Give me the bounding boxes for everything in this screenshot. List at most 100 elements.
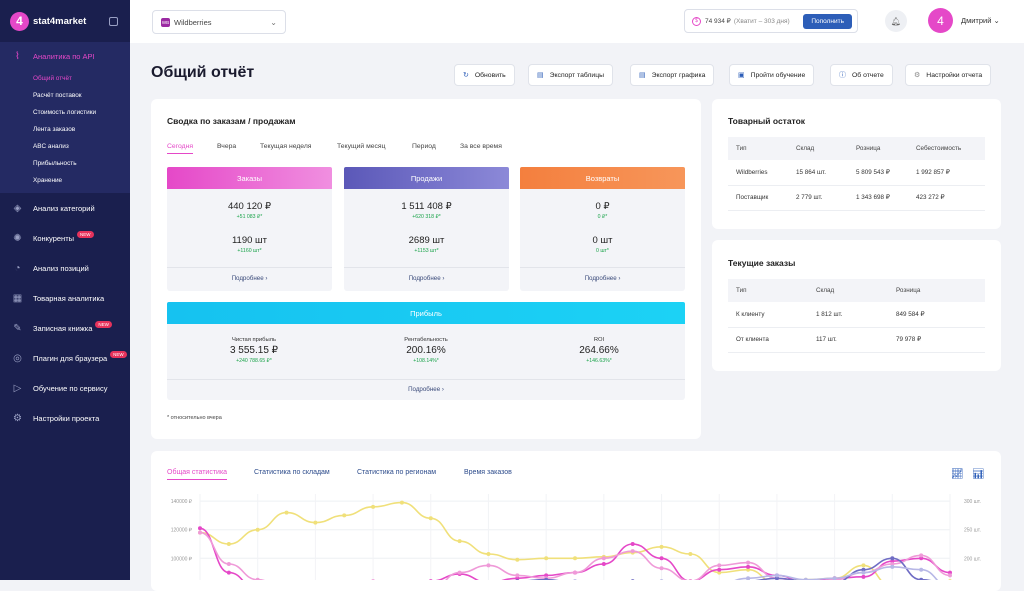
- period-tab[interactable]: Текущая неделя: [260, 143, 312, 150]
- data-point[interactable]: [861, 567, 866, 572]
- sidebar-subitem[interactable]: Расчёт поставок: [33, 92, 82, 99]
- sidebar-item[interactable]: ◈ Анализ категорий: [0, 193, 130, 223]
- data-point[interactable]: [226, 570, 231, 575]
- bell-icon[interactable]: 🔔︎: [885, 10, 907, 32]
- orders-more-link[interactable]: Подробнее ›: [231, 275, 268, 282]
- sidebar-subitem[interactable]: Хранение: [33, 177, 63, 184]
- sidebar-item[interactable]: ◔ Анализ позиций: [0, 253, 130, 283]
- data-point[interactable]: [659, 556, 664, 561]
- data-point[interactable]: [601, 556, 606, 561]
- data-point[interactable]: [861, 563, 866, 568]
- data-point[interactable]: [255, 527, 260, 532]
- period-tab[interactable]: Период: [412, 143, 436, 150]
- data-point[interactable]: [515, 576, 520, 580]
- data-point[interactable]: [342, 513, 347, 518]
- avatar[interactable]: 4: [928, 8, 953, 33]
- tab-general-stats[interactable]: Общая статистика: [167, 469, 228, 480]
- user-menu[interactable]: Дмитрий ⌄: [961, 16, 1000, 25]
- data-point[interactable]: [544, 556, 549, 561]
- data-point[interactable]: [832, 576, 837, 580]
- sidebar-item[interactable]: ✺ Конкуренты NEW: [0, 223, 130, 253]
- lock-icon[interactable]: [109, 16, 118, 26]
- data-point[interactable]: [630, 549, 635, 554]
- sidebar-subitem[interactable]: Прибыльность: [33, 160, 77, 167]
- data-point[interactable]: [890, 556, 895, 561]
- data-point[interactable]: [948, 570, 952, 575]
- sidebar-subitem[interactable]: ABC анализ: [33, 143, 69, 150]
- data-point[interactable]: [774, 573, 779, 578]
- sidebar-subitem[interactable]: Общий отчёт: [33, 75, 72, 82]
- data-point[interactable]: [226, 542, 231, 546]
- about-report-button[interactable]: ⓘ Об отчете: [830, 64, 893, 86]
- sidebar-item[interactable]: ⚙ Настройки проекта: [0, 403, 130, 433]
- data-point[interactable]: [573, 556, 577, 561]
- data-point[interactable]: [659, 566, 664, 571]
- period-tab[interactable]: Сегодня: [167, 143, 194, 154]
- data-point[interactable]: [544, 577, 549, 580]
- sidebar-item-api-analytics[interactable]: ⌇ Аналитика по API: [0, 42, 130, 70]
- data-point[interactable]: [746, 567, 751, 572]
- period-tab[interactable]: Текущий месяц: [337, 143, 386, 150]
- data-point[interactable]: [486, 563, 491, 568]
- sidebar-subitem[interactable]: Лента заказов: [33, 126, 76, 133]
- sidebar-item[interactable]: ✎ Записная книжка NEW: [0, 313, 130, 343]
- data-point[interactable]: [919, 567, 924, 572]
- sidebar-item[interactable]: ◎ Плагин для браузера NEW: [0, 343, 130, 373]
- data-point[interactable]: [746, 564, 751, 569]
- data-point[interactable]: [515, 573, 520, 578]
- data-point[interactable]: [774, 576, 779, 580]
- data-point[interactable]: [861, 570, 866, 575]
- shop-select[interactable]: WB Wildberries ⌄: [152, 10, 286, 34]
- data-point[interactable]: [198, 526, 202, 531]
- export-chart-button[interactable]: ▤ Экспорт графика: [630, 64, 715, 86]
- data-point[interactable]: [890, 559, 895, 564]
- data-point[interactable]: [746, 576, 751, 580]
- data-point[interactable]: [746, 560, 751, 565]
- data-point[interactable]: [630, 542, 635, 546]
- bar-chart-icon[interactable]: 📊︎: [972, 469, 985, 480]
- data-point[interactable]: [515, 557, 520, 562]
- data-point[interactable]: [544, 573, 549, 578]
- tab-order-times[interactable]: Время заказов: [464, 469, 512, 476]
- data-point[interactable]: [284, 510, 289, 515]
- data-point[interactable]: [948, 573, 952, 578]
- data-point[interactable]: [890, 564, 895, 569]
- data-point[interactable]: [198, 530, 202, 535]
- data-point[interactable]: [919, 577, 924, 580]
- data-point[interactable]: [226, 562, 231, 566]
- data-point[interactable]: [890, 562, 895, 566]
- period-tab[interactable]: Вчера: [217, 143, 237, 150]
- data-point[interactable]: [601, 562, 606, 566]
- data-point[interactable]: [399, 500, 404, 505]
- period-tab[interactable]: За все время: [460, 143, 502, 150]
- sales-more-link[interactable]: Подробнее ›: [408, 275, 445, 282]
- data-point[interactable]: [919, 553, 924, 558]
- refresh-button[interactable]: ↻ Обновить: [454, 64, 515, 86]
- data-point[interactable]: [717, 570, 722, 575]
- data-point[interactable]: [313, 520, 318, 525]
- profit-more-link[interactable]: Подробнее ›: [408, 386, 444, 393]
- tab-warehouse-stats[interactable]: Статистика по складам: [254, 469, 330, 476]
- sidebar-item[interactable]: ▷ Обучение по сервису: [0, 373, 130, 403]
- data-point[interactable]: [717, 563, 722, 568]
- data-point[interactable]: [428, 516, 433, 521]
- logo[interactable]: 4 stat4market: [0, 0, 130, 42]
- data-point[interactable]: [457, 570, 462, 575]
- data-point[interactable]: [457, 539, 462, 544]
- export-table-button[interactable]: ▤ Экспорт таблицы: [528, 64, 613, 86]
- data-point[interactable]: [486, 552, 491, 556]
- sidebar-item[interactable]: ▦ Товарная аналитика: [0, 283, 130, 313]
- data-point[interactable]: [919, 556, 924, 561]
- data-point[interactable]: [803, 577, 808, 580]
- line-chart-icon[interactable]: 📈︎: [951, 469, 964, 480]
- returns-more-link[interactable]: Подробнее ›: [584, 275, 621, 282]
- data-point[interactable]: [659, 544, 664, 549]
- sidebar-subitem[interactable]: Стоимость логистики: [33, 109, 97, 116]
- tab-region-stats[interactable]: Статистика по регионам: [357, 469, 437, 476]
- data-point[interactable]: [255, 577, 260, 580]
- data-point[interactable]: [573, 570, 577, 575]
- data-point[interactable]: [371, 504, 376, 509]
- training-button[interactable]: ▣ Пройти обучение: [729, 64, 815, 86]
- data-point[interactable]: [688, 552, 693, 556]
- topup-button[interactable]: Пополнить: [803, 13, 852, 29]
